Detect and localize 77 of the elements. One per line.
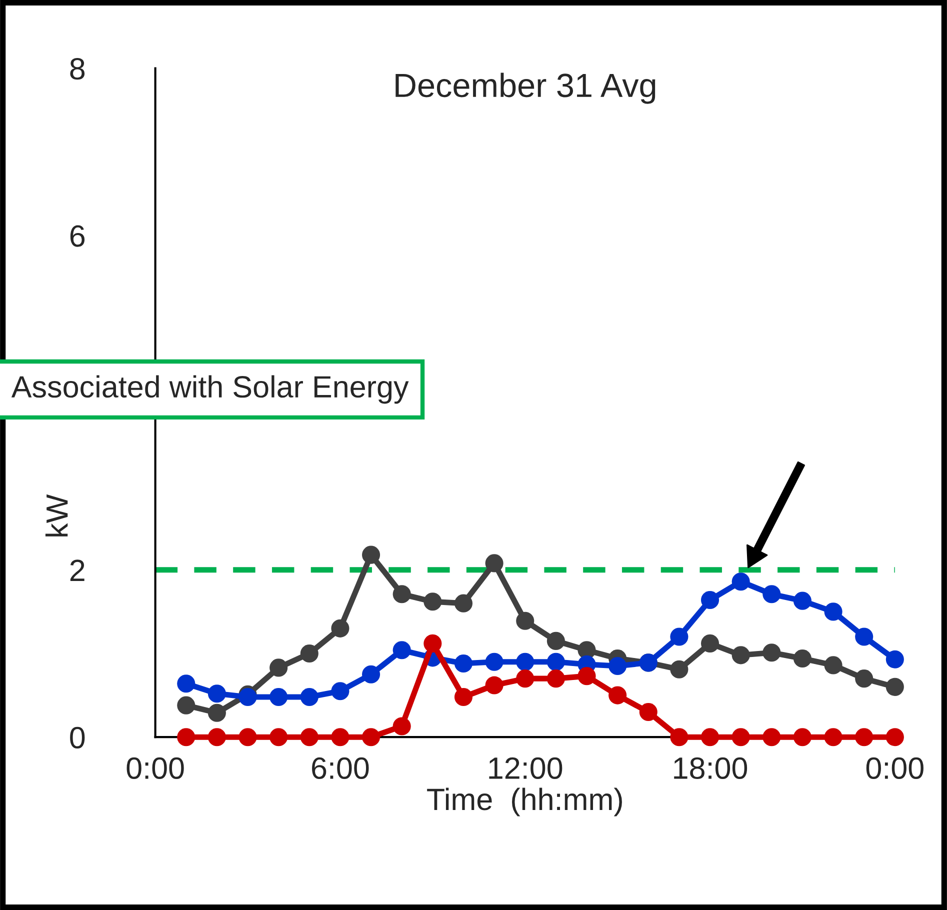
point	[516, 670, 534, 688]
point	[855, 728, 874, 746]
point	[331, 682, 350, 700]
point	[516, 612, 534, 630]
point	[670, 628, 688, 646]
point	[886, 650, 904, 668]
point	[700, 590, 720, 610]
point	[362, 728, 380, 746]
point	[762, 585, 781, 604]
point	[608, 686, 627, 704]
point	[238, 728, 257, 746]
point	[424, 592, 442, 611]
point	[485, 554, 504, 572]
point	[670, 660, 688, 678]
point	[331, 728, 350, 746]
point	[516, 652, 534, 671]
y-tick-label: 2	[70, 560, 84, 581]
point	[454, 594, 473, 612]
point	[331, 619, 350, 638]
point	[732, 572, 750, 591]
point	[300, 728, 318, 746]
point	[855, 628, 874, 646]
point	[793, 728, 812, 746]
chart-title: December 31 Avg	[396, 72, 656, 104]
point	[886, 728, 904, 746]
point	[362, 546, 380, 564]
point	[485, 652, 504, 671]
point	[270, 728, 288, 746]
point	[793, 649, 812, 668]
point	[208, 684, 226, 703]
x-tick-label: 18:00	[674, 757, 748, 779]
point	[793, 592, 812, 610]
point	[454, 688, 473, 706]
point	[392, 717, 411, 736]
point	[639, 702, 658, 722]
point	[177, 674, 196, 693]
x-tick-label: 6:00	[312, 757, 369, 779]
point	[670, 728, 688, 746]
point	[732, 646, 750, 664]
point	[546, 632, 565, 650]
x-tick-label: 0:00	[126, 757, 184, 779]
point	[362, 665, 380, 684]
x-tick-label: 12:00	[489, 757, 562, 779]
y-tick-label: 6	[70, 225, 85, 247]
point	[700, 728, 720, 746]
point	[392, 641, 411, 660]
point	[608, 657, 627, 676]
y-tick-label: 8	[70, 58, 85, 80]
point	[485, 676, 504, 694]
point	[208, 728, 226, 746]
point	[270, 688, 288, 706]
point	[300, 688, 318, 706]
point	[546, 670, 565, 688]
point	[454, 654, 473, 673]
point	[177, 728, 196, 746]
point	[270, 658, 288, 677]
point	[824, 728, 842, 746]
point	[300, 644, 318, 663]
y-tick-label: 0	[70, 726, 85, 748]
point	[546, 652, 565, 671]
annotation: Associated with Solar Energy	[11, 375, 409, 404]
y-axis-title: kW	[45, 494, 68, 536]
point	[578, 667, 596, 686]
point	[762, 728, 781, 746]
point	[208, 704, 226, 722]
point	[424, 634, 442, 652]
point	[855, 670, 874, 688]
point	[824, 656, 842, 674]
point	[824, 602, 842, 621]
point	[700, 634, 720, 652]
point	[392, 585, 411, 604]
x-axis-title: Time (hh:mm)	[427, 788, 622, 816]
x-tick-label: 0:00	[866, 757, 924, 779]
point	[732, 728, 750, 746]
point	[886, 678, 904, 696]
point	[177, 696, 196, 714]
point	[762, 644, 781, 662]
